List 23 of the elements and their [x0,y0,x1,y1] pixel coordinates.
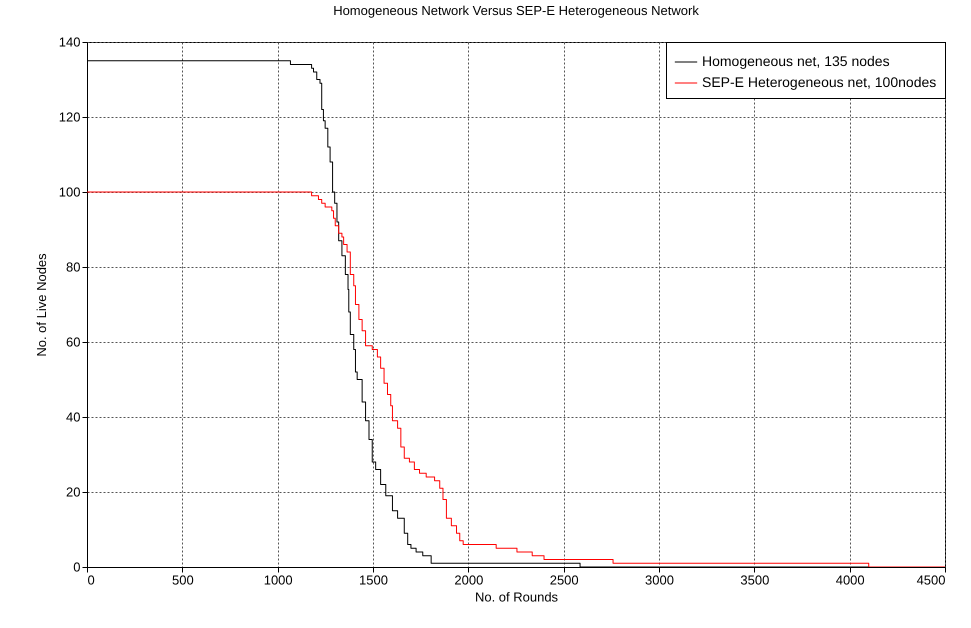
y-tick-label: 100 [58,184,80,200]
x-tick-label: 2000 [454,572,484,588]
y-axis-title: No. of Live Nodes [34,252,49,357]
x-tick-label: 4500 [916,572,946,588]
x-axis-title: No. of Rounds [474,590,559,604]
y-tick-label: 140 [58,34,80,50]
x-tick-label: 4000 [836,572,865,588]
x-tick-label: 500 [172,572,194,588]
y-tick-label: 20 [66,484,80,500]
x-tick-label: 0 [88,572,95,588]
x-tick-label: 1500 [359,572,388,588]
y-tick-label: 120 [58,110,80,124]
y-tick-label: 0 [73,560,80,574]
y-tick-label: 80 [66,260,80,274]
legend-label: Homogeneous net, 135 nodes [702,53,890,69]
x-tick-label: 2500 [550,572,579,588]
y-tick-label: 60 [66,334,80,350]
legend-label: SEP-E Heterogeneous net, 100nodes [702,74,936,90]
x-tick-label: 3000 [645,572,674,588]
chart-title: Homogeneous Network Versus SEP-E Heterogeneous Network [333,3,700,18]
x-tick-label: 3500 [740,572,770,588]
x-tick-label: 1000 [264,572,293,588]
y-tick-label: 40 [66,410,80,424]
